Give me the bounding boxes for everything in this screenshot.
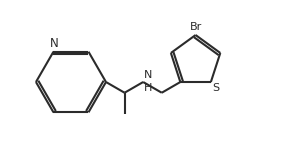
Text: H: H bbox=[144, 83, 153, 93]
Text: N: N bbox=[144, 70, 153, 80]
Text: Br: Br bbox=[190, 22, 202, 32]
Text: N: N bbox=[50, 37, 59, 50]
Text: S: S bbox=[213, 83, 220, 93]
